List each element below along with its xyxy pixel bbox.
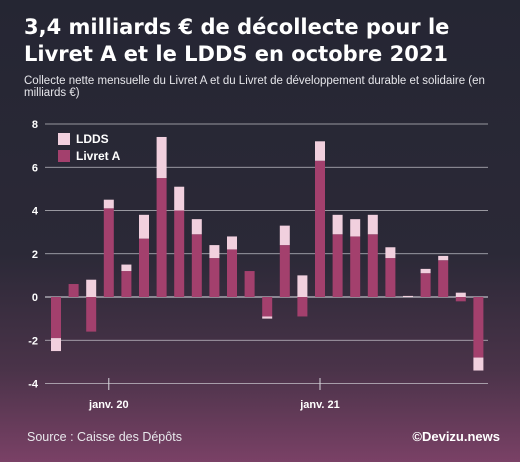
bar-ldds — [332, 214, 343, 235]
legend: LDDS Livret A — [58, 132, 121, 163]
bar-ldds — [121, 264, 132, 272]
y-tick-label: 6 — [32, 162, 38, 174]
bar-livret-a — [156, 178, 167, 297]
bar-ldds — [103, 199, 114, 209]
bar-ldds — [156, 136, 167, 179]
bar-ldds — [473, 357, 484, 371]
bar-livret-a — [191, 234, 202, 297]
bar-livret-a — [332, 234, 343, 297]
bar-livret-a — [279, 245, 290, 297]
bar-ldds — [139, 214, 149, 239]
bar-livret-a — [350, 236, 361, 297]
bar-livret-a — [139, 238, 149, 297]
bar-livret-a — [121, 271, 132, 297]
bar-livret-a — [174, 210, 185, 297]
chart-title: 3,4 milliards € de décollecte pour le Li… — [24, 15, 450, 66]
bar-livret-a — [209, 258, 220, 297]
bar-livret-a — [367, 234, 378, 297]
bar-ldds — [227, 236, 237, 250]
bar-ldds — [403, 295, 413, 297]
x-tick-label: janv. 20 — [88, 399, 129, 411]
bar-ldds — [174, 186, 185, 211]
legend-swatch-livret-a — [58, 150, 70, 162]
y-tick-label: 4 — [32, 206, 39, 218]
bar-ldds — [209, 245, 220, 259]
y-tick-label: 0 — [32, 292, 38, 304]
bar-chart: -4 -2 0 2 4 6 8 janv. 20 janv. 21 LDDS Livret A — [28, 119, 488, 411]
bar-livret-a — [420, 273, 431, 297]
bar-livret-a — [297, 297, 308, 317]
brand-credit: ©Devizu.news — [412, 429, 500, 444]
bar-livret-a — [51, 297, 61, 339]
bars — [51, 136, 484, 371]
legend-label-ldds: LDDS — [76, 132, 109, 146]
bar-ldds — [315, 141, 325, 161]
bar-livret-a — [103, 208, 114, 297]
bar-ldds — [51, 338, 61, 352]
y-tick-label: -2 — [28, 335, 38, 347]
bar-ldds — [385, 247, 396, 259]
bar-ldds — [350, 219, 361, 237]
y-axis-ticks: -4 -2 0 2 4 6 8 — [28, 119, 39, 391]
bar-livret-a — [68, 284, 79, 297]
bar-ldds — [297, 275, 308, 297]
legend-label-livret-a: Livret A — [76, 149, 121, 163]
bar-ldds — [262, 316, 273, 319]
bar-livret-a — [86, 297, 97, 332]
bar-livret-a — [455, 297, 466, 302]
bar-ldds — [279, 225, 290, 246]
bar-livret-a — [227, 249, 237, 297]
y-tick-label: -4 — [28, 379, 39, 391]
x-tick-label: janv. 21 — [299, 399, 340, 411]
bar-ldds — [367, 214, 378, 235]
bar-livret-a — [315, 160, 325, 297]
bar-livret-a — [473, 297, 484, 358]
y-tick-label: 8 — [32, 119, 38, 131]
bar-livret-a — [438, 260, 449, 297]
bar-livret-a — [244, 271, 255, 297]
bar-ldds — [191, 219, 202, 235]
bar-ldds — [420, 268, 431, 274]
bar-livret-a — [262, 297, 273, 317]
bar-ldds — [455, 292, 466, 297]
x-axis-ticks: janv. 20 janv. 21 — [88, 378, 340, 411]
source-note: Source : Caisse des Dépôts — [27, 430, 182, 444]
bar-ldds — [438, 255, 449, 261]
chart-subtitle: Collecte nette mensuelle du Livret A et … — [24, 75, 485, 99]
bar-ldds — [86, 279, 97, 297]
y-tick-label: 2 — [32, 249, 38, 261]
legend-swatch-ldds — [58, 133, 70, 145]
bar-livret-a — [385, 258, 396, 297]
